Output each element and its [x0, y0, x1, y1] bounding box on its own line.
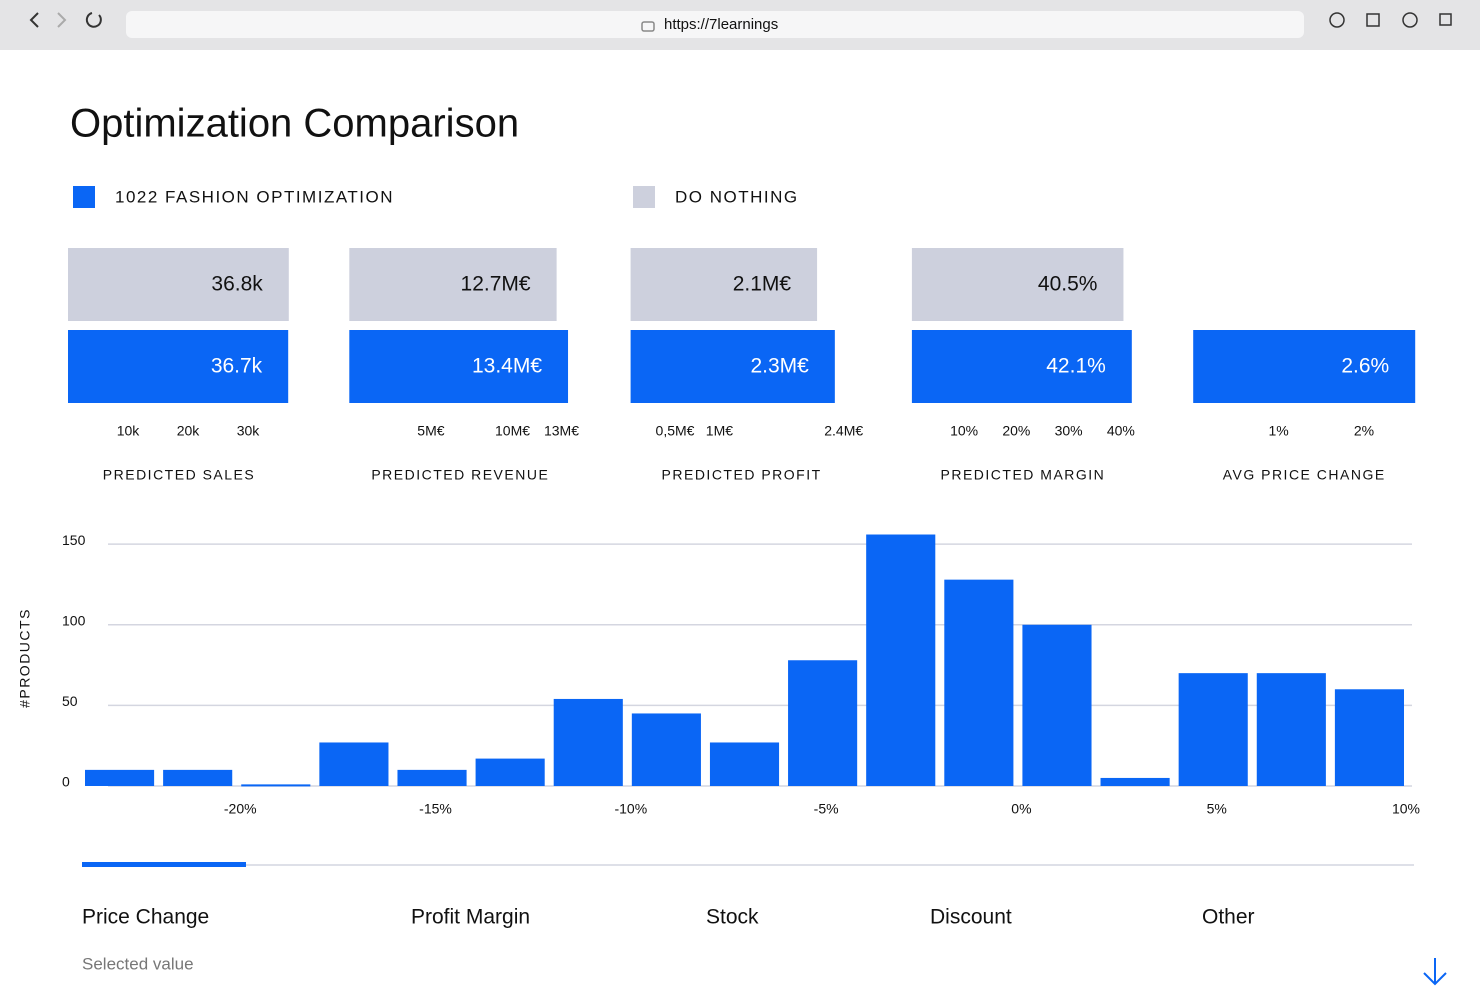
- bar: [349, 248, 557, 321]
- value-label: 40.5%: [1038, 273, 1098, 296]
- x-tick-label: 13M€: [544, 423, 579, 439]
- lock-icon: [641, 21, 655, 32]
- tab[interactable]: Other: [1202, 906, 1255, 929]
- histogram-bar: [1256, 673, 1326, 786]
- axis-title: PREDICTED PROFIT: [662, 467, 822, 483]
- value-label: 2.1M€: [733, 273, 792, 296]
- url: https://7learnings: [664, 16, 778, 33]
- x-tick-label: 2.4M€: [824, 423, 863, 439]
- bar: [1193, 330, 1416, 403]
- bar: [630, 330, 835, 403]
- tab[interactable]: Profit Margin: [411, 906, 530, 929]
- histogram-bar: [631, 713, 701, 786]
- reload-button[interactable]: [85, 12, 102, 28]
- histogram-bar: [1022, 624, 1092, 786]
- histogram-bar: [944, 579, 1014, 786]
- histogram-bar: [241, 784, 311, 787]
- x-tick-label: 20%: [1002, 423, 1030, 439]
- legend-swatch: [633, 186, 655, 208]
- tab[interactable]: Discount: [930, 906, 1012, 929]
- new-tab-icon[interactable]: [1402, 12, 1418, 28]
- histogram-bar: [1100, 777, 1170, 786]
- tab[interactable]: Price Change: [82, 906, 209, 929]
- bar: [68, 330, 289, 403]
- x-tick-label: -5%: [814, 801, 839, 817]
- x-tick-label: 10M€: [495, 423, 530, 439]
- histogram-bar: [1334, 689, 1404, 786]
- scroll-down-arrow[interactable]: [1423, 958, 1447, 986]
- x-tick-label: -20%: [224, 801, 257, 817]
- x-tick-label: 0%: [1011, 801, 1031, 817]
- x-tick-label: 40%: [1107, 423, 1135, 439]
- value-label: 13.4M€: [472, 355, 542, 378]
- x-tick-label: 30k: [237, 423, 261, 439]
- x-tick-label: 2%: [1354, 423, 1374, 439]
- x-tick-label: 10k: [117, 423, 141, 439]
- download-icon[interactable]: [1329, 12, 1345, 28]
- x-tick-label: 1M€: [706, 423, 733, 439]
- value-label: 2.3M€: [750, 355, 809, 378]
- bar: [349, 330, 569, 403]
- x-tick-label: 5%: [1207, 801, 1227, 817]
- share-icon[interactable]: [1366, 13, 1380, 27]
- y-tick-label: 150: [62, 532, 86, 548]
- forward-button[interactable]: [57, 12, 67, 28]
- histogram-bar: [866, 534, 936, 786]
- x-tick-label: 30%: [1055, 423, 1083, 439]
- histogram-bar: [788, 660, 858, 786]
- bar: [68, 248, 289, 321]
- value-label: 36.7k: [211, 355, 263, 378]
- axis-title: PREDICTED MARGIN: [941, 467, 1106, 483]
- x-tick-label: -10%: [614, 801, 647, 817]
- selected-value-label: Selected value: [82, 954, 194, 973]
- histogram-bar: [163, 769, 233, 786]
- x-tick-label: 1%: [1268, 423, 1288, 439]
- legend-label: 1022 FASHION OPTIMIZATION: [115, 187, 394, 206]
- bar: [630, 248, 818, 321]
- tabs-icon[interactable]: [1439, 13, 1452, 26]
- bar: [911, 248, 1124, 321]
- y-axis-title: #PRODUCTS: [17, 608, 33, 708]
- address-bar[interactable]: [126, 11, 1304, 38]
- tab[interactable]: Stock: [706, 906, 759, 929]
- axis-title: PREDICTED REVENUE: [371, 467, 549, 483]
- histogram-bar: [319, 742, 389, 786]
- back-button[interactable]: [29, 12, 39, 28]
- value-label: 36.8k: [211, 273, 263, 296]
- histogram-bar: [553, 698, 623, 786]
- histogram-bar: [85, 769, 155, 786]
- bar: [911, 330, 1132, 403]
- histogram-bar: [1178, 673, 1248, 786]
- page-title: Optimization Comparison: [70, 102, 519, 146]
- legend-swatch: [73, 186, 95, 208]
- value-label: 12.7M€: [461, 273, 531, 296]
- x-tick-label: 10%: [1392, 801, 1420, 817]
- histogram-bar: [709, 742, 780, 786]
- x-tick-label: 0,5M€: [656, 423, 695, 439]
- value-label: 2.6%: [1341, 355, 1389, 378]
- axis-title: AVG PRICE CHANGE: [1223, 467, 1386, 483]
- x-tick-label: 10%: [950, 423, 978, 439]
- x-tick-label: 5M€: [417, 423, 444, 439]
- legend-label: DO NOTHING: [675, 187, 799, 206]
- axis-title: PREDICTED SALES: [103, 467, 255, 483]
- histogram-bar: [475, 758, 545, 786]
- x-tick-label: -15%: [419, 801, 452, 817]
- y-tick-label: 100: [62, 612, 86, 628]
- active-tab-indicator: [82, 862, 246, 867]
- histogram-bar: [397, 769, 467, 786]
- y-tick-label: 0: [62, 774, 70, 790]
- y-tick-label: 50: [62, 693, 78, 709]
- value-label: 42.1%: [1046, 355, 1106, 378]
- x-tick-label: 20k: [177, 423, 201, 439]
